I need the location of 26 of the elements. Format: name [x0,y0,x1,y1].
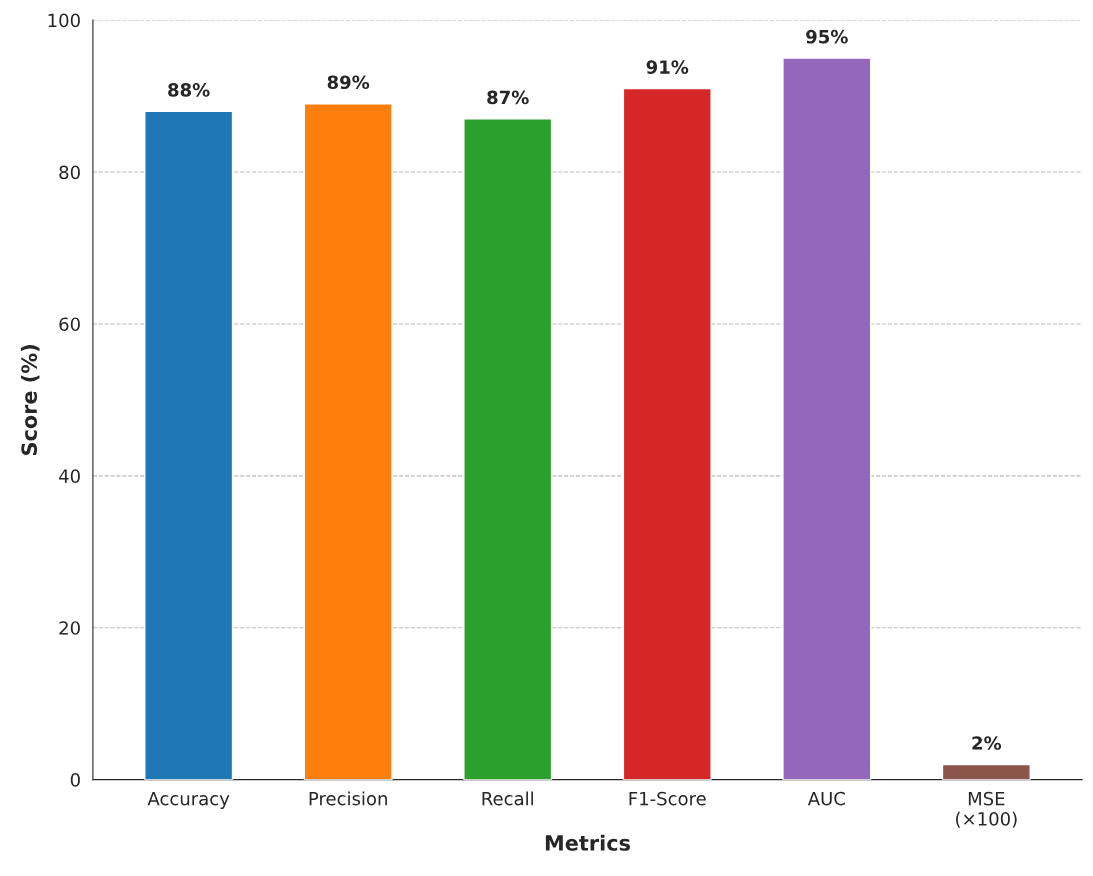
data-label: 2% [972,736,1002,750]
y-tick-label: 40 [59,469,80,483]
bar [622,87,712,780]
bar [463,118,553,780]
x-tick-label: Accuracy [147,792,230,809]
x-tick-label: MSE (×100) [956,791,1017,828]
data-label: 91% [646,60,689,74]
y-tick-label: 60 [59,317,80,332]
bar [782,57,872,780]
data-label: 87% [487,90,529,105]
x-tick-label: F1-Score [629,791,706,806]
y-tick-label: 20 [59,621,80,635]
x-axis-title: Metrics [545,834,630,851]
y-tick-label: 100 [48,13,80,28]
bar [941,763,1031,780]
data-label: 95% [806,29,848,44]
x-tick-label: Precision [309,791,387,806]
data-label: 88% [168,83,210,97]
x-tick-label: Recall [482,791,533,806]
x-tick-label: AUC [807,791,845,806]
bar [303,102,393,780]
bar [144,110,234,780]
y-axis-title: Score (%) [20,345,40,456]
y-tick-label: 80 [59,165,80,180]
y-tick-label: 0 [70,773,80,787]
data-label: 89% [327,75,370,90]
